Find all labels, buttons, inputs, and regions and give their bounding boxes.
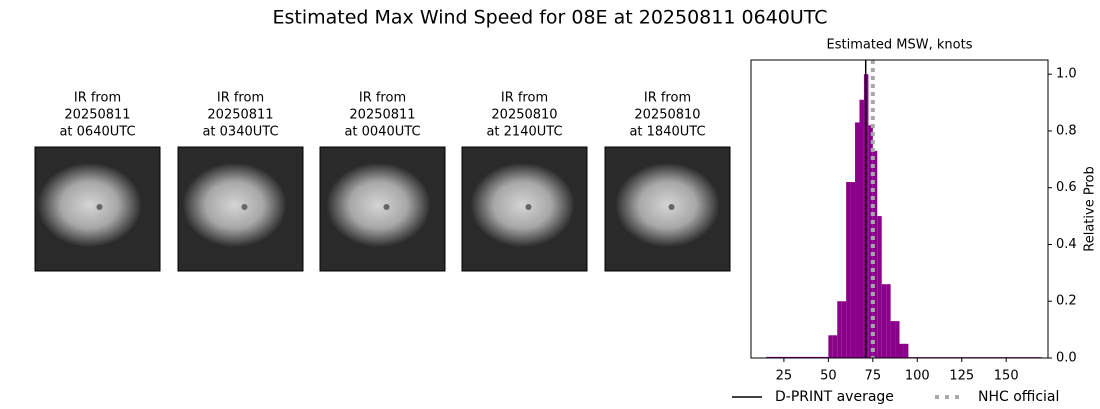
panel-label: IR from [501, 91, 548, 106]
storm-cloud [326, 163, 431, 247]
storm-eye [383, 204, 390, 210]
x-tick-label: 50 [820, 369, 837, 384]
panel-label: IR from [74, 91, 121, 106]
legend-label: NHC official [978, 389, 1059, 405]
histogram: Estimated MSW, knots D-PRINT average NHC o… [732, 38, 1098, 405]
y-tick-label: 0.4 [1056, 237, 1077, 252]
subplot-title: Estimated MSW, knots [827, 38, 973, 53]
bar [895, 321, 900, 358]
storm-eye [668, 204, 675, 210]
storm-cloud [182, 163, 287, 247]
y-tick-label: 0.0 [1056, 351, 1077, 366]
bar [886, 284, 891, 358]
storm-cloud [615, 163, 720, 247]
bar [877, 216, 882, 358]
y-tick-label: 0.8 [1056, 123, 1077, 138]
bar [859, 99, 864, 358]
y-tick-label: 1.0 [1056, 67, 1077, 82]
bar [868, 125, 873, 359]
x-tick-label: 125 [949, 369, 974, 384]
panels: IR from 20250811 at 0640UTC IR from 20250811… [34, 91, 731, 272]
bar [890, 321, 896, 358]
plot-frame [750, 59, 1049, 359]
x-tick-label: 75 [865, 369, 882, 384]
panel-label: 20250811 [207, 108, 273, 123]
legend-label: D-PRINT average [775, 389, 894, 405]
bar [832, 335, 838, 358]
panel-label: IR from [359, 91, 406, 106]
y-axis-label: Relative Prob [1083, 166, 1098, 251]
storm-eye [525, 204, 532, 210]
bar [850, 182, 856, 358]
bar [899, 343, 904, 358]
panel-label: IR from [644, 91, 691, 106]
storm-eye [241, 204, 248, 210]
x-tick-label: 100 [905, 369, 930, 384]
x-tick-label: 25 [776, 369, 793, 384]
y-tick-label: 0.6 [1056, 180, 1077, 195]
bar [855, 122, 860, 358]
panel-label: at 0040UTC [344, 125, 420, 140]
figure-title: Estimated Max Wind Speed for 08E at 2025… [272, 7, 827, 29]
bar [903, 343, 909, 358]
bar [846, 182, 851, 358]
bar [766, 356, 829, 358]
bar [828, 335, 833, 358]
bar [841, 301, 847, 358]
panel-label: 20250811 [349, 108, 415, 123]
y-tick-label: 0.2 [1056, 294, 1077, 309]
panel-label: at 0640UTC [59, 125, 135, 140]
storm-cloud [470, 163, 575, 247]
storm-eye [96, 204, 103, 210]
panel-label: at 0340UTC [202, 125, 278, 140]
panel-label: IR from [217, 91, 264, 106]
x-tick-label: 150 [994, 369, 1019, 384]
bar [881, 284, 887, 358]
panel-label: 20250810 [491, 108, 557, 123]
storm-cloud [37, 163, 142, 247]
panel-label: 20250810 [634, 108, 700, 123]
panel-label: at 2140UTC [486, 125, 562, 140]
bar [837, 301, 842, 358]
panel-label: 20250811 [64, 108, 130, 123]
panel-label: at 1840UTC [629, 125, 705, 140]
bar [872, 150, 878, 358]
